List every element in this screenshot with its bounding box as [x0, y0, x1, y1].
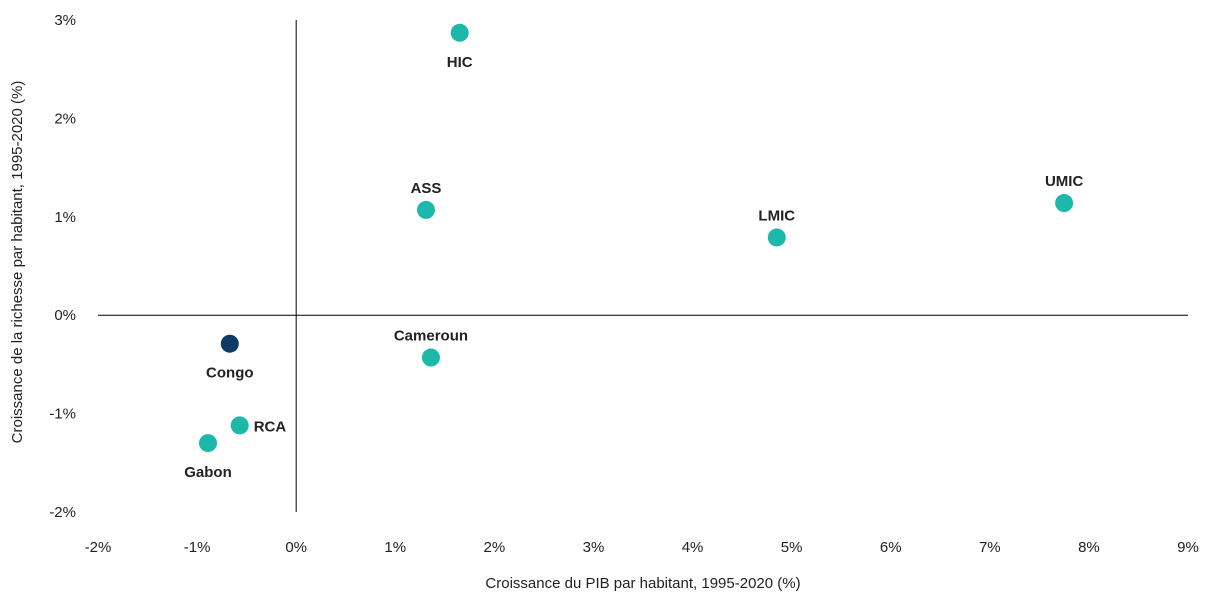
axes: [98, 20, 1188, 512]
x-tick-label: 3%: [583, 539, 605, 556]
x-tick-label: 2%: [484, 539, 506, 556]
point-label-congo: Congo: [206, 365, 253, 382]
point-label-lmic: LMIC: [758, 207, 795, 224]
x-tick-label: 8%: [1078, 539, 1100, 556]
point-label-umic: UMIC: [1045, 173, 1083, 190]
data-point-hic: [450, 23, 469, 42]
data-point-gabon: [198, 434, 217, 453]
y-tick-label: 0%: [54, 307, 76, 324]
y-tick-label: -1%: [49, 406, 76, 423]
y-tick-label: 2%: [54, 110, 76, 127]
x-tick-label: 6%: [880, 539, 902, 556]
x-tick-labels: -2% -1% 0% 1% 2% 3% 4% 5% 6% 7% 8% 9%: [85, 539, 1199, 556]
data-point-rca: [230, 416, 249, 435]
data-point-congo: [220, 334, 239, 353]
x-axis-title: Croissance du PIB par habitant, 1995-202…: [485, 575, 800, 592]
x-tick-label: -2%: [85, 539, 112, 556]
data-point-ass: [416, 200, 435, 219]
data-point-umic: [1055, 194, 1074, 213]
x-tick-label: 9%: [1177, 539, 1199, 556]
x-tick-label: 7%: [979, 539, 1001, 556]
x-tick-label: 5%: [781, 539, 803, 556]
x-tick-label: 4%: [682, 539, 704, 556]
data-points: [198, 23, 1074, 453]
point-label-ass: ASS: [411, 180, 442, 197]
point-labels: HIC ASS LMIC UMIC Cameroun Congo RCA Gabon: [184, 54, 1083, 481]
x-tick-label: 0%: [285, 539, 307, 556]
y-tick-label: 3%: [54, 12, 76, 29]
y-tick-label: 1%: [54, 209, 76, 226]
y-tick-label: -2%: [49, 504, 76, 521]
y-axis-title: Croissance de la richesse par habitant, …: [9, 81, 26, 444]
point-label-gabon: Gabon: [184, 464, 232, 481]
point-label-cameroun: Cameroun: [394, 328, 468, 345]
point-label-hic: HIC: [447, 54, 473, 71]
data-point-lmic: [767, 228, 786, 247]
data-point-cameroun: [421, 348, 440, 367]
x-tick-label: 1%: [384, 539, 406, 556]
x-tick-label: -1%: [184, 539, 211, 556]
y-tick-labels: -2% -1% 0% 1% 2% 3%: [49, 12, 76, 521]
point-label-rca: RCA: [254, 418, 287, 435]
